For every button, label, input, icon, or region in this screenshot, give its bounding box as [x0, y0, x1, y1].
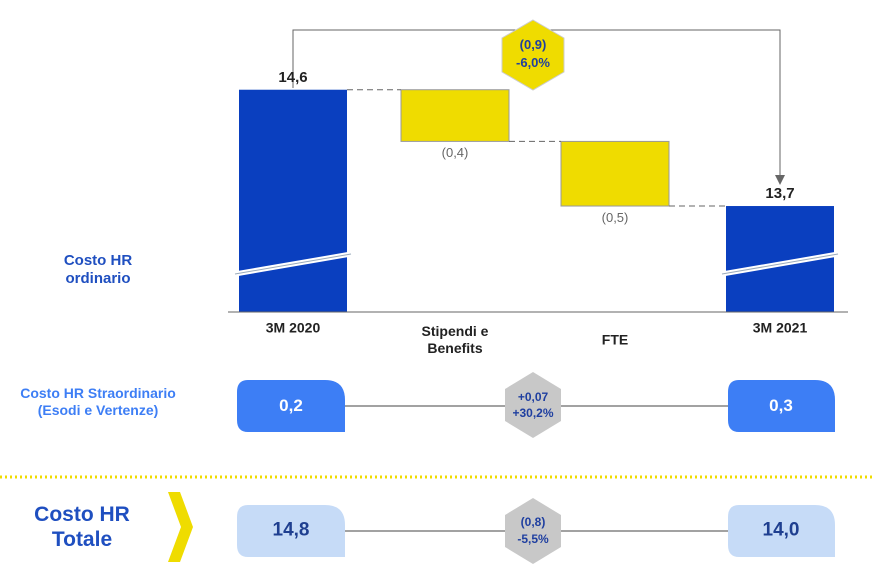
value-box: [237, 505, 345, 557]
value: 14,8: [272, 519, 310, 541]
value-box: [237, 380, 345, 432]
value-label: 13,7: [765, 185, 795, 203]
x-tick-label: 3M 2020: [265, 319, 321, 336]
value-label: 14,6: [278, 68, 308, 86]
hexagon: [501, 19, 565, 91]
value-label: (0,4): [441, 145, 469, 161]
row-label: Costo HR Straordinario (Esodi e Vertenze…: [20, 385, 176, 418]
axis-break: [234, 253, 352, 275]
bar: [239, 89, 347, 312]
value-box: [728, 505, 835, 557]
bar: [400, 89, 510, 142]
delta: (0,8): [520, 514, 546, 529]
value: 14,0: [762, 519, 800, 541]
x-tick-label: FTE: [601, 331, 629, 348]
delta: -5,5%: [517, 531, 549, 546]
x-tick-label: Stipendi e Benefits: [421, 323, 489, 356]
value: 0,3: [769, 395, 793, 415]
value-label: (0,5): [601, 210, 629, 226]
arrow-head: [775, 175, 785, 185]
x-tick-label: 3M 2021: [752, 319, 808, 336]
hexagon: [505, 372, 561, 438]
annotation: -6,0%: [516, 55, 550, 71]
hexagon: [505, 498, 561, 564]
value-box: [728, 380, 835, 432]
value: 0,2: [279, 395, 303, 415]
annotation: (0,9): [519, 37, 547, 53]
axis-break: [721, 253, 839, 275]
delta: +30,2%: [512, 405, 554, 420]
delta: +0,07: [517, 389, 549, 404]
row-label: Costo HR Totale: [34, 502, 130, 551]
series-label: Costo HR ordinario: [63, 252, 133, 287]
bar: [560, 140, 670, 207]
chevron: [168, 492, 193, 562]
